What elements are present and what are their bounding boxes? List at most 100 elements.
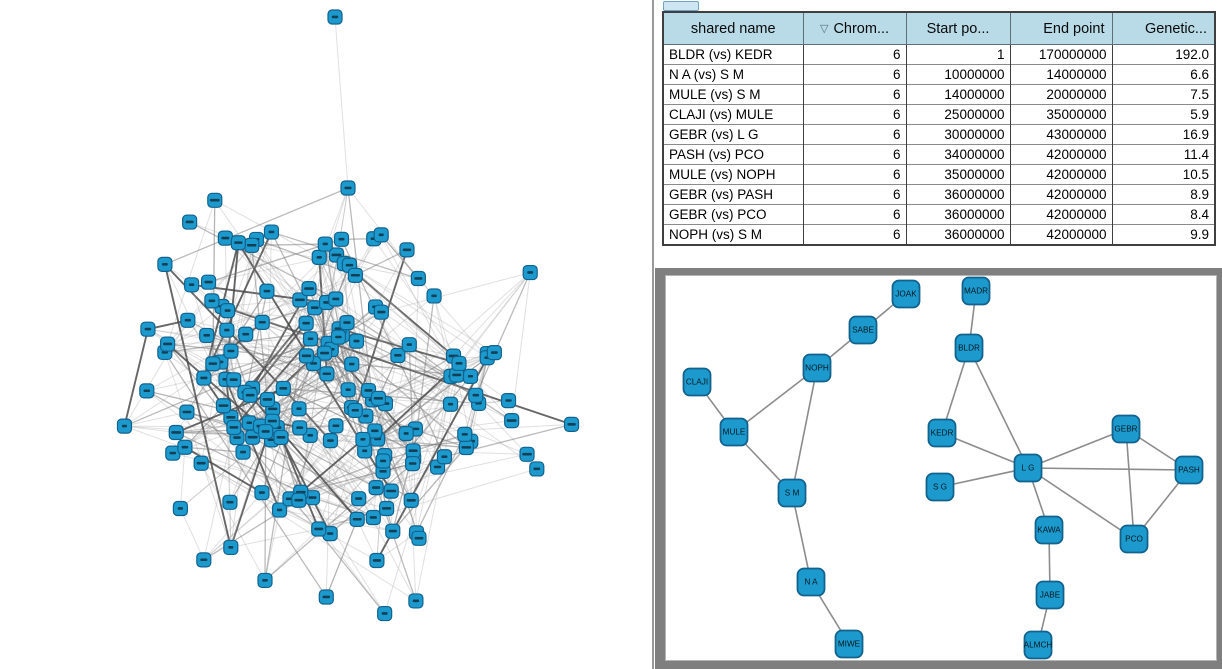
overview-node[interactable] [401, 337, 417, 353]
overview-node[interactable] [235, 444, 251, 460]
table-cell[interactable]: GEBR (vs) PCO [662, 204, 804, 225]
node-shape[interactable] [891, 279, 921, 309]
network-node[interactable]: S G [925, 472, 955, 502]
overview-node[interactable] [468, 387, 484, 403]
node-shape[interactable] [796, 567, 826, 597]
overview-node[interactable] [193, 455, 209, 471]
overview-node[interactable] [271, 502, 288, 518]
table-cell[interactable]: 25000000 [905, 104, 1011, 125]
overview-node[interactable] [139, 383, 155, 399]
overview-node[interactable] [333, 231, 350, 247]
overview-node[interactable] [217, 230, 233, 246]
table-cell[interactable]: 6 [802, 124, 907, 145]
table-cell[interactable]: 1 [905, 44, 1011, 65]
overview-node[interactable] [405, 456, 421, 472]
overview-node[interactable] [457, 426, 473, 442]
overview-node[interactable] [367, 423, 383, 439]
overview-node[interactable] [311, 249, 327, 265]
column-header-start-position[interactable]: Start po... [905, 11, 1011, 45]
overview-node[interactable] [159, 336, 176, 352]
overview-node[interactable] [223, 343, 239, 359]
table-cell[interactable]: 35000000 [905, 164, 1011, 185]
table-cell[interactable]: MULE (vs) NOPH [662, 164, 804, 185]
overview-node[interactable] [196, 552, 212, 568]
overview-node[interactable] [411, 530, 427, 546]
overview-node[interactable] [215, 398, 232, 414]
table-row[interactable]: CLAJI (vs) MULE 6 25000000 35000000 5.9 [662, 104, 1216, 125]
overview-node[interactable] [207, 192, 223, 208]
overview-node[interactable] [436, 449, 453, 465]
table-row[interactable]: GEBR (vs) PASH 6 36000000 42000000 8.9 [662, 184, 1216, 205]
table-cell[interactable]: 35000000 [1009, 104, 1113, 125]
column-header-chromosome[interactable]: ▽ Chrom... [802, 11, 907, 45]
table-cell[interactable]: 10000000 [905, 64, 1011, 85]
node-shape[interactable] [1111, 414, 1141, 444]
network-node[interactable]: MULE [719, 417, 749, 447]
network-node[interactable]: PCO [1119, 524, 1149, 554]
table-cell[interactable]: 42000000 [1009, 144, 1113, 165]
table-cell[interactable]: 6.6 [1111, 64, 1216, 85]
overview-node[interactable] [116, 418, 133, 434]
network-node[interactable]: MIWE [834, 629, 864, 659]
table-cell[interactable]: 14000000 [1009, 64, 1113, 85]
overview-node[interactable] [328, 291, 344, 307]
overview-node[interactable] [205, 356, 221, 372]
overview-node[interactable] [403, 492, 419, 509]
node-shape[interactable] [834, 629, 864, 659]
table-row[interactable]: PASH (vs) PCO 6 34000000 42000000 11.4 [662, 144, 1216, 165]
overview-node[interactable] [273, 429, 289, 446]
overview-node[interactable] [451, 355, 467, 372]
overview-node[interactable] [519, 446, 535, 462]
overview-node[interactable] [199, 327, 215, 344]
overview-node[interactable] [254, 314, 270, 330]
table-cell[interactable]: 10.5 [1111, 164, 1216, 185]
node-shape[interactable] [1023, 630, 1053, 660]
overview-node[interactable] [222, 494, 238, 510]
overview-node[interactable] [275, 380, 291, 397]
network-node[interactable]: JABE [1035, 580, 1065, 610]
overview-node[interactable] [219, 303, 236, 319]
overview-node[interactable] [317, 345, 333, 361]
overview-node[interactable] [140, 321, 156, 337]
overview-node[interactable] [204, 293, 220, 309]
overview-node[interactable] [370, 390, 387, 406]
overview-node[interactable] [244, 237, 260, 253]
table-cell[interactable]: 6 [802, 84, 907, 105]
overview-node[interactable] [291, 492, 307, 508]
overview-node[interactable] [196, 370, 212, 386]
overview-node[interactable] [327, 9, 343, 25]
overview-node[interactable] [292, 420, 308, 436]
overview-node[interactable] [373, 227, 389, 243]
column-header-genetic[interactable]: Genetic... [1111, 11, 1216, 45]
node-shape[interactable] [961, 276, 991, 306]
table-row[interactable]: GEBR (vs) L G 6 30000000 43000000 16.9 [662, 124, 1216, 145]
node-shape[interactable] [802, 353, 832, 383]
table-row[interactable]: BLDR (vs) KEDR 6 1 170000000 192.0 [662, 44, 1216, 65]
overview-node[interactable] [351, 491, 367, 507]
overview-node[interactable] [226, 419, 242, 436]
table-cell[interactable]: 42000000 [1009, 164, 1113, 185]
table-row[interactable]: GEBR (vs) PCO 6 36000000 42000000 8.4 [662, 204, 1216, 225]
node-shape[interactable] [925, 472, 955, 502]
overview-node[interactable] [259, 283, 275, 299]
table-cell[interactable]: 36000000 [905, 184, 1011, 205]
network-node[interactable]: ALMCH [1023, 630, 1053, 660]
overview-node[interactable] [504, 413, 520, 429]
network-edge[interactable] [939, 467, 1029, 488]
filter-icon[interactable]: ▽ [819, 22, 829, 35]
overview-node[interactable] [522, 264, 538, 281]
overview-node[interactable] [298, 315, 314, 331]
network-edge[interactable] [791, 492, 812, 583]
table-cell[interactable]: 6 [802, 44, 907, 65]
overview-node[interactable] [375, 453, 391, 469]
table-cell[interactable]: 34000000 [905, 144, 1011, 165]
overview-node[interactable] [226, 372, 242, 388]
table-cell[interactable]: 8.4 [1111, 204, 1216, 225]
overview-node[interactable] [368, 480, 384, 496]
network-node[interactable]: L G [1013, 453, 1043, 483]
overview-node[interactable] [223, 539, 239, 556]
overview-node[interactable] [563, 416, 580, 432]
table-cell[interactable]: 6 [802, 204, 907, 225]
table-cell[interactable]: 7.5 [1111, 84, 1216, 105]
table-cell[interactable]: 9.9 [1111, 224, 1216, 245]
